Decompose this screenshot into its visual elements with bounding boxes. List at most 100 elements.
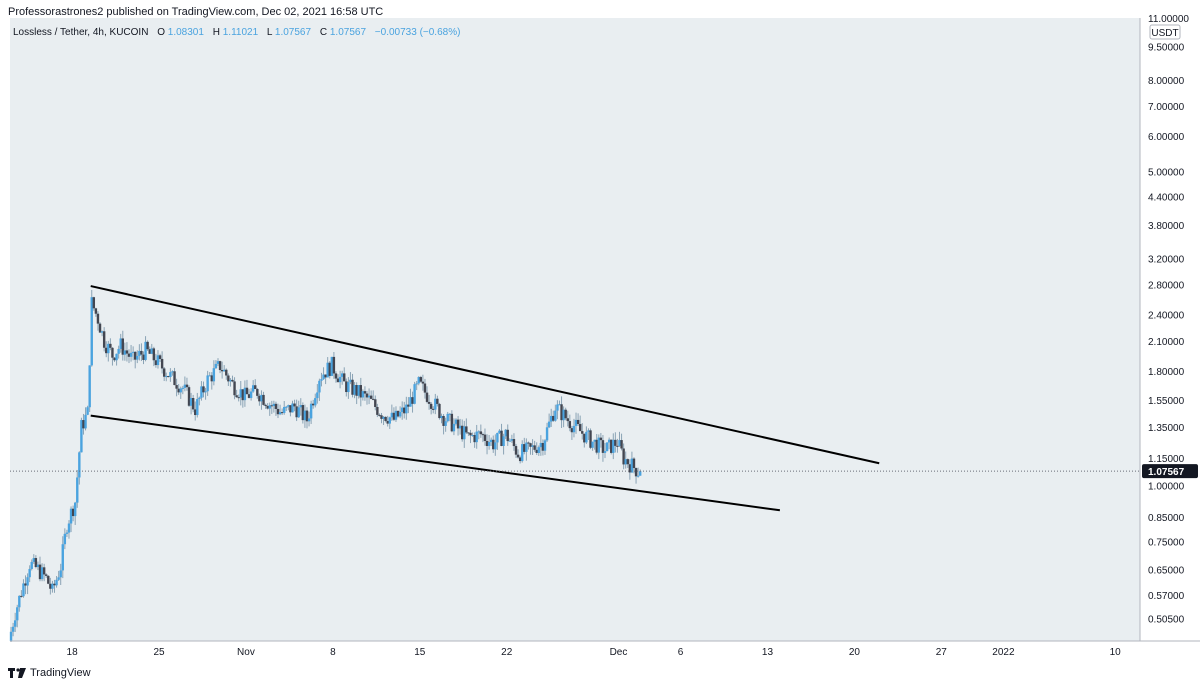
candle-up: [90, 297, 93, 366]
price-tick-label: 1.00000: [1148, 481, 1185, 492]
candle-up: [183, 384, 187, 388]
candle-up: [477, 431, 480, 433]
candle-up: [556, 404, 559, 411]
candle-down: [527, 442, 530, 444]
candle-down: [632, 458, 636, 469]
candle-up: [612, 439, 615, 453]
candle-up: [444, 421, 447, 426]
candle-down: [332, 356, 336, 374]
candle-down: [359, 385, 362, 398]
candle-down: [479, 431, 483, 435]
ohlc-legend: Lossless / Tether, 4h, KUCOIN O 1.08301 …: [13, 27, 460, 38]
candle-down: [102, 331, 106, 348]
candle-down: [614, 439, 617, 446]
candle-down: [564, 409, 567, 419]
currency-box[interactable]: [1149, 24, 1181, 40]
candle-up: [353, 385, 356, 395]
candle-down: [599, 437, 603, 441]
price-tick-label: 1.15000: [1148, 454, 1185, 465]
price-tick-label: 1.55000: [1148, 396, 1185, 407]
candle-up: [539, 442, 543, 448]
candle-up: [55, 579, 58, 586]
price-tick-label: 5.00000: [1148, 168, 1185, 179]
candle-down: [423, 383, 427, 393]
trendlines[interactable]: [90, 285, 880, 512]
candle-down: [262, 394, 265, 405]
lower-trendline[interactable]: [90, 414, 781, 512]
candle-down: [111, 347, 114, 358]
candle-down: [595, 439, 598, 453]
legend-low-value: 1.07567: [275, 27, 312, 38]
candle-down: [125, 350, 129, 354]
price-tick-label: 1.80000: [1148, 367, 1185, 378]
candle-down: [162, 368, 166, 377]
time-tick-label: 13: [762, 647, 774, 658]
candle-down: [42, 567, 46, 575]
candle-up: [16, 607, 19, 621]
candle-down: [210, 375, 213, 382]
candle-up: [136, 355, 139, 360]
candle-down: [481, 434, 485, 436]
candle-up: [618, 440, 621, 447]
candle-down: [589, 430, 592, 448]
price-tick-label: 9.50000: [1148, 43, 1185, 54]
candle-up: [69, 508, 73, 524]
candle-down: [245, 387, 249, 395]
candle-up: [80, 420, 83, 453]
candle-up: [138, 350, 141, 356]
candle-up: [547, 421, 551, 428]
candle-down: [345, 381, 348, 393]
price-axis-labels[interactable]: 11.00000 9.50000 8.00000 7.00000 6.00000 5.00…: [1148, 14, 1189, 626]
candle-up: [198, 397, 201, 400]
candle-down: [254, 385, 257, 389]
candle-down: [560, 404, 563, 421]
candle-down: [53, 583, 56, 586]
candle-down: [194, 409, 197, 416]
candle-down: [96, 313, 100, 324]
candle-up: [65, 532, 69, 534]
candle-down: [516, 454, 520, 458]
candle-up: [525, 442, 528, 452]
price-tick-label: 4.40000: [1148, 193, 1185, 204]
candle-down: [311, 403, 315, 406]
candle-down: [237, 397, 240, 399]
upper-trendline[interactable]: [90, 285, 880, 465]
candle-up: [278, 412, 282, 415]
candle-up: [338, 376, 342, 383]
candle-up: [115, 353, 118, 361]
legend-change: −0.00733 (−0.68%): [375, 27, 461, 38]
candle-up: [57, 577, 60, 580]
time-axis-labels[interactable]: 18 25 Nov 8 15 22 Dec 6 13 20 27 2022 10: [67, 647, 1122, 658]
candle-up: [471, 435, 474, 437]
candle-up: [361, 391, 365, 398]
candle-down: [227, 375, 230, 382]
candle-up: [208, 375, 211, 377]
candle-up: [200, 386, 203, 398]
candle-down: [485, 440, 489, 446]
candle-up: [630, 458, 634, 473]
candle-down: [34, 558, 38, 568]
candle-up: [13, 620, 17, 627]
candle-up: [458, 425, 462, 429]
price-tick-label: 3.80000: [1148, 221, 1185, 232]
tradingview-brand[interactable]: TradingView: [8, 667, 91, 679]
candle-down: [24, 583, 27, 586]
candle-up: [603, 451, 607, 453]
candle-up: [36, 564, 40, 568]
candle-down: [461, 425, 464, 440]
candle-up: [549, 415, 553, 422]
candle-down: [301, 405, 305, 421]
candle-up: [291, 403, 294, 413]
candle-up: [196, 399, 199, 416]
candle-down: [270, 405, 274, 407]
time-tick-label: 22: [501, 647, 513, 658]
candle-up: [409, 397, 412, 407]
time-tick-label: 27: [936, 647, 948, 658]
candle-up: [156, 355, 160, 366]
candle-up: [382, 416, 385, 419]
candle-down: [71, 508, 75, 517]
candle-up: [587, 430, 590, 432]
candle-up: [502, 436, 505, 446]
candle-down: [82, 420, 85, 429]
